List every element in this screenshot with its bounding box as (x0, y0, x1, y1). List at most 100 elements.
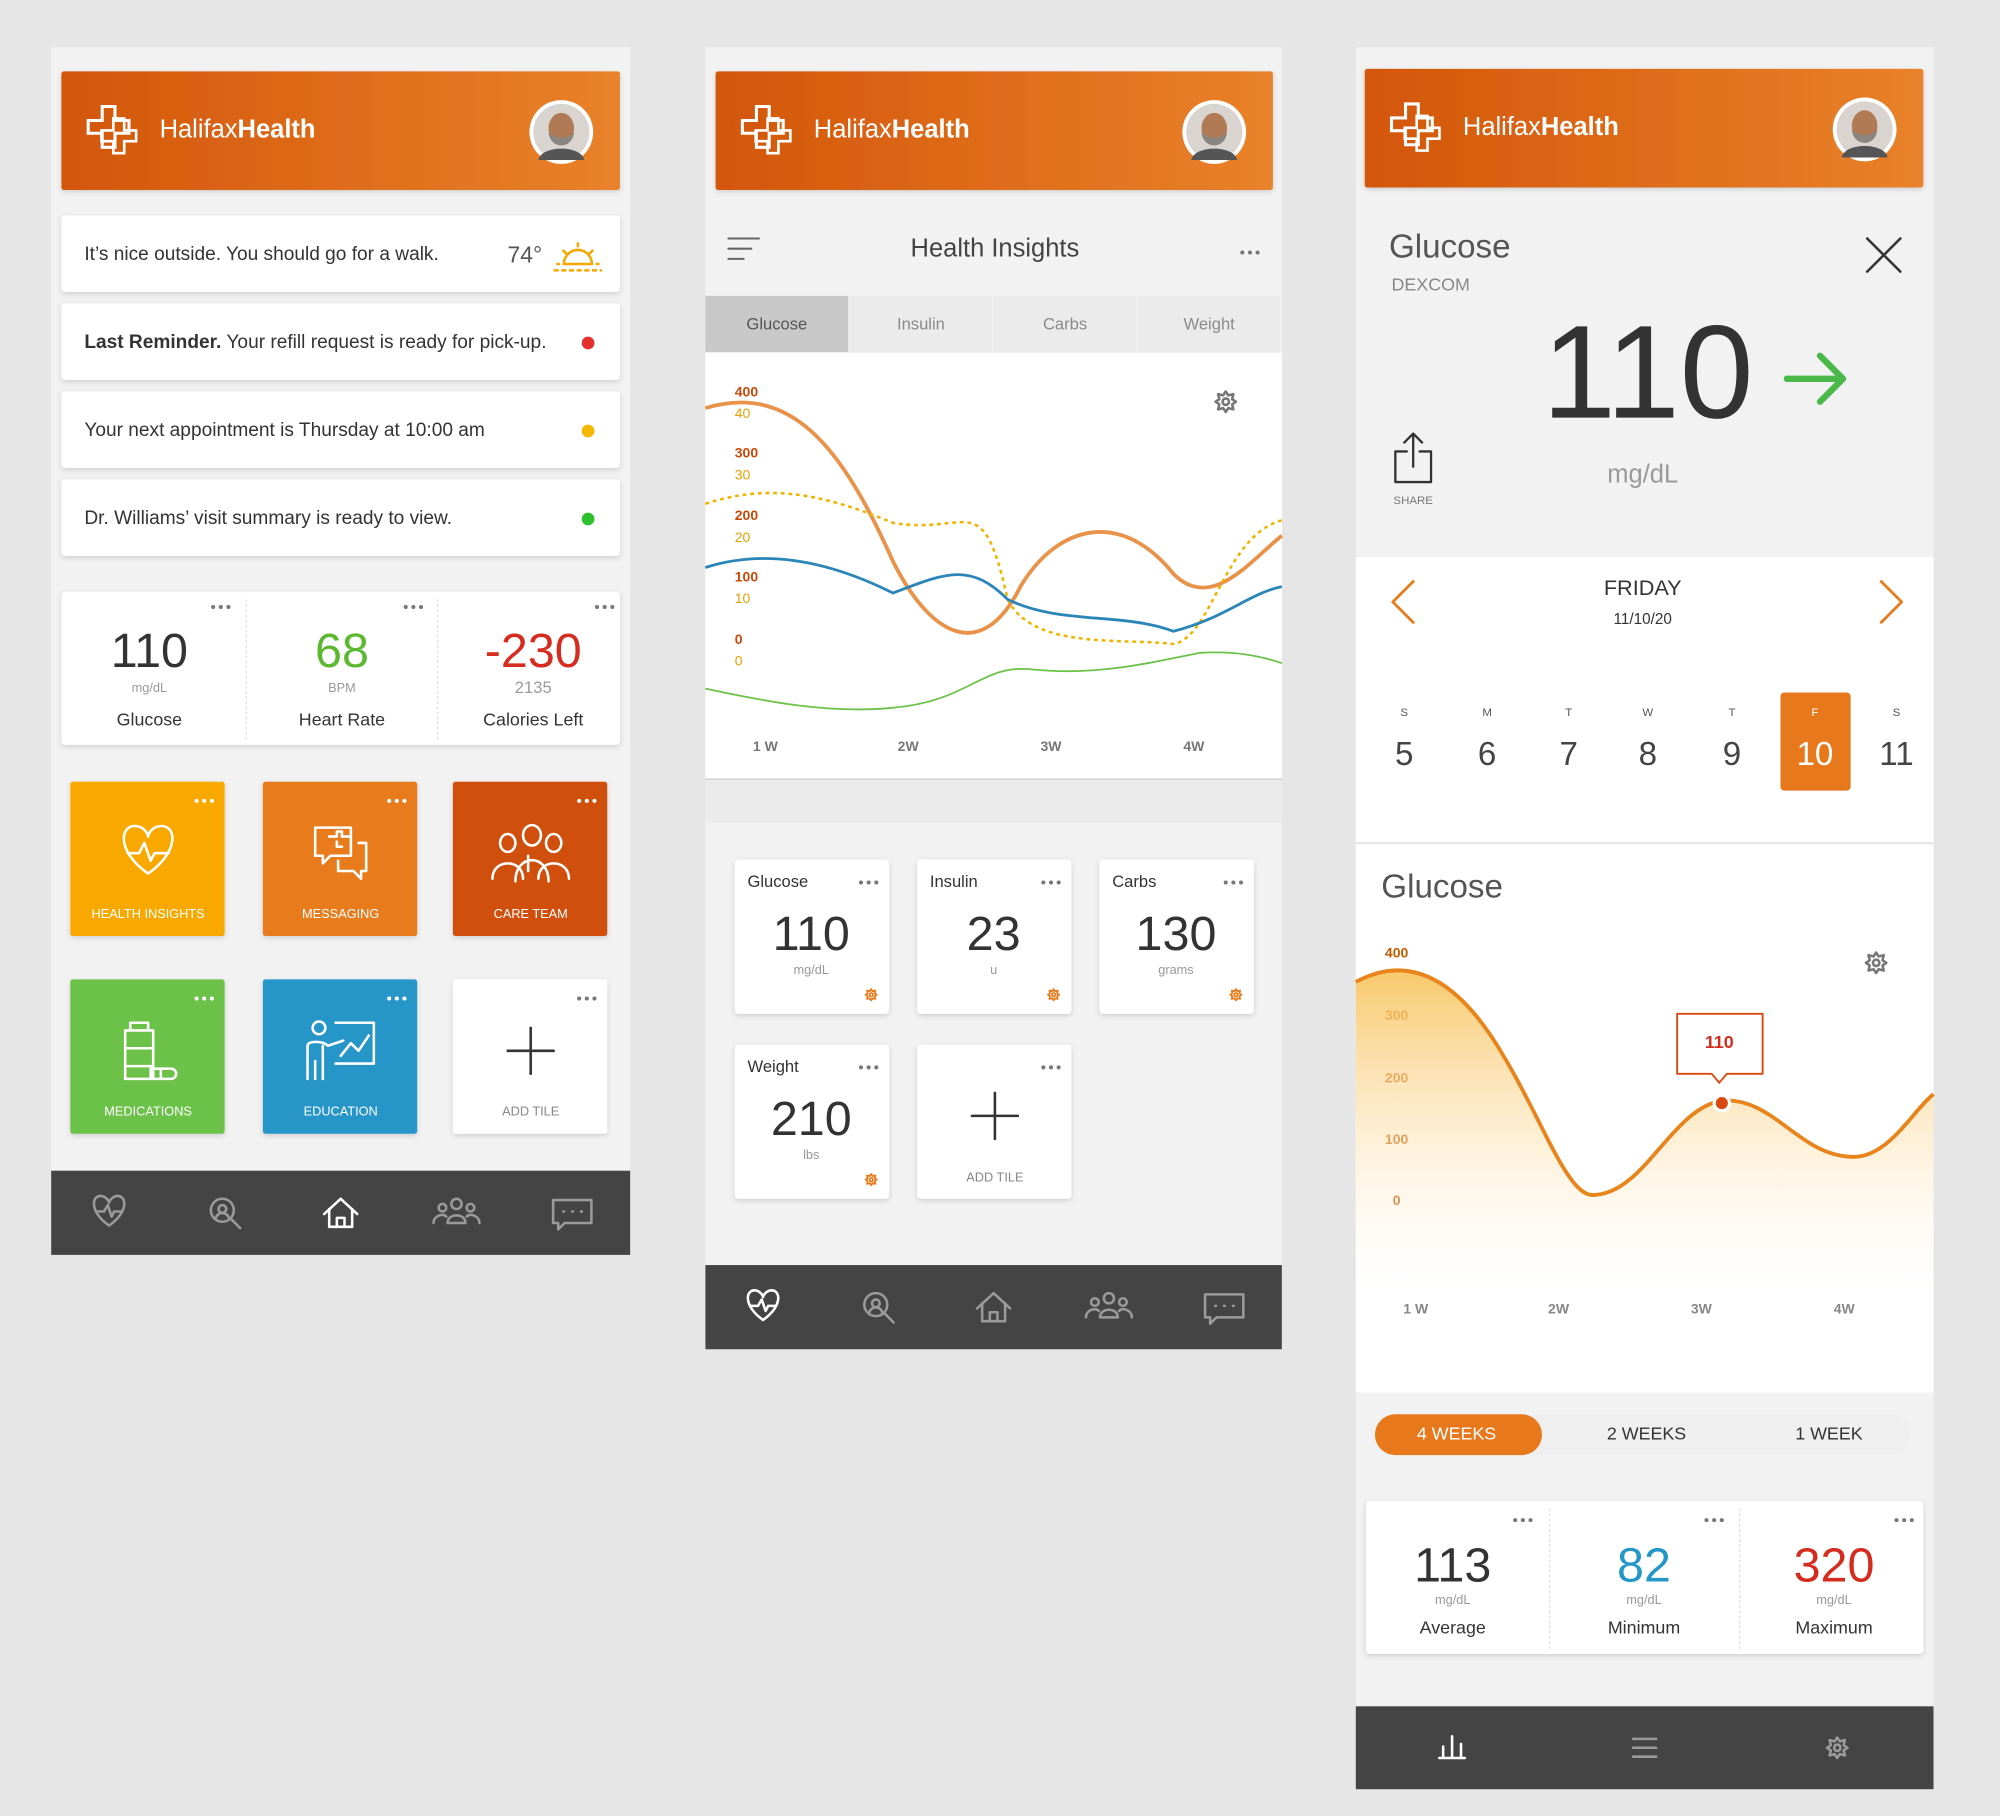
stat-unit: 2135 (515, 678, 552, 697)
stat-label: Average (1420, 1617, 1486, 1637)
metric-card[interactable] (1099, 859, 1254, 1014)
tile-icon[interactable] (491, 823, 571, 883)
next-day[interactable] (1879, 580, 1904, 624)
metric-settings[interactable] (864, 1173, 878, 1187)
weekday: S (1893, 707, 1901, 719)
nav-gear[interactable] (1825, 1736, 1849, 1760)
prev-day[interactable] (1391, 580, 1415, 624)
add-icon[interactable] (970, 1091, 1020, 1141)
metric-card[interactable] (734, 1044, 890, 1199)
nav-chat[interactable] (1203, 1293, 1245, 1326)
dot (194, 798, 199, 803)
stat-value: 110 (111, 624, 188, 678)
avatar[interactable] (1832, 97, 1897, 162)
dot (584, 798, 589, 803)
nav-bars[interactable] (1438, 1735, 1467, 1760)
more-menu[interactable] (1041, 880, 1061, 885)
tile-icon[interactable] (313, 826, 368, 880)
more-menu[interactable] (858, 1065, 879, 1070)
more-menu[interactable] (194, 996, 214, 1001)
dot (577, 798, 582, 803)
day-number: 6 (1478, 736, 1496, 773)
menu[interactable] (727, 237, 760, 260)
more-menu[interactable] (858, 880, 879, 885)
more-menu[interactable] (1513, 1518, 1533, 1523)
avatar-beard (1201, 131, 1227, 146)
nav-search[interactable] (209, 1197, 242, 1230)
dot (194, 996, 199, 1001)
metric-settings[interactable] (1229, 988, 1243, 1002)
tab[interactable] (1137, 295, 1281, 352)
dot (1712, 1518, 1717, 1523)
close[interactable] (1865, 237, 1902, 273)
tile[interactable] (262, 781, 418, 937)
nav-group[interactable] (1084, 1291, 1134, 1319)
date: 11/10/20 (1614, 611, 1672, 628)
metric-unit: u (990, 962, 997, 977)
range-selected[interactable] (1374, 1414, 1542, 1456)
day-number: 10 (1796, 736, 1833, 773)
notice-card[interactable] (61, 479, 620, 557)
avatar[interactable] (529, 100, 594, 164)
more-menu[interactable] (387, 996, 407, 1001)
more-menu[interactable] (1223, 880, 1244, 885)
y-tick-label: 200 (735, 507, 759, 523)
dot (1238, 880, 1244, 885)
nav-heart[interactable] (92, 1194, 126, 1227)
more-menu[interactable] (577, 798, 597, 803)
nav-home-shape (975, 1291, 1012, 1323)
more-menu[interactable] (1041, 1065, 1061, 1070)
dot (858, 1065, 864, 1070)
share[interactable] (1394, 432, 1433, 484)
more-menu[interactable] (1894, 1518, 1914, 1523)
metric-settings[interactable] (864, 988, 878, 1002)
dot (218, 604, 223, 610)
tile-icon[interactable] (306, 1020, 376, 1081)
area (1355, 970, 1934, 1289)
nav-home[interactable] (322, 1197, 359, 1229)
notice-card[interactable] (61, 215, 620, 293)
more-menu[interactable] (1240, 250, 1260, 255)
more-menu[interactable] (211, 604, 231, 610)
nav-home[interactable] (975, 1291, 1012, 1323)
nav-chat[interactable] (551, 1198, 593, 1231)
nav-heart[interactable] (746, 1289, 780, 1322)
tile[interactable] (70, 781, 225, 937)
dot (1056, 1065, 1061, 1070)
brand: HalifaxHealth (814, 115, 970, 143)
tile[interactable] (452, 781, 608, 937)
trend-arrow[interactable] (1783, 352, 1847, 405)
chart-settings[interactable] (1214, 390, 1238, 414)
more-menu[interactable] (594, 604, 615, 610)
notice-card[interactable] (61, 303, 620, 381)
tile-icon[interactable] (506, 1026, 555, 1076)
chart-footer (705, 780, 1282, 823)
more-menu[interactable] (1704, 1518, 1724, 1523)
tab[interactable] (849, 295, 993, 352)
avatar[interactable] (1182, 100, 1247, 164)
metric-card[interactable] (734, 859, 890, 1014)
app-header (1364, 68, 1924, 188)
nav-list[interactable] (1631, 1737, 1658, 1758)
tab[interactable] (705, 295, 849, 352)
chart-settings[interactable] (1864, 951, 1888, 975)
nav-search[interactable] (863, 1291, 895, 1324)
tab[interactable] (993, 295, 1137, 352)
more-menu[interactable] (577, 996, 597, 1001)
tile-icon[interactable] (123, 1021, 178, 1081)
tile[interactable] (70, 979, 225, 1134)
more-menu[interactable] (403, 604, 424, 610)
more-menu[interactable] (387, 798, 407, 803)
tile-icon[interactable] (122, 824, 174, 875)
selected-day[interactable] (1780, 692, 1851, 791)
screen-title: Health Insights (911, 235, 1080, 263)
app-header (61, 71, 620, 191)
metric-card[interactable] (917, 859, 1072, 1014)
metric-value: 23 (967, 907, 1021, 961)
notice-card[interactable] (61, 391, 620, 469)
stat-unit: mg/dL (1626, 1592, 1661, 1607)
dot (403, 604, 408, 610)
metric-settings[interactable] (1047, 988, 1061, 1002)
more-menu[interactable] (194, 798, 214, 803)
nav-group[interactable] (432, 1197, 481, 1225)
